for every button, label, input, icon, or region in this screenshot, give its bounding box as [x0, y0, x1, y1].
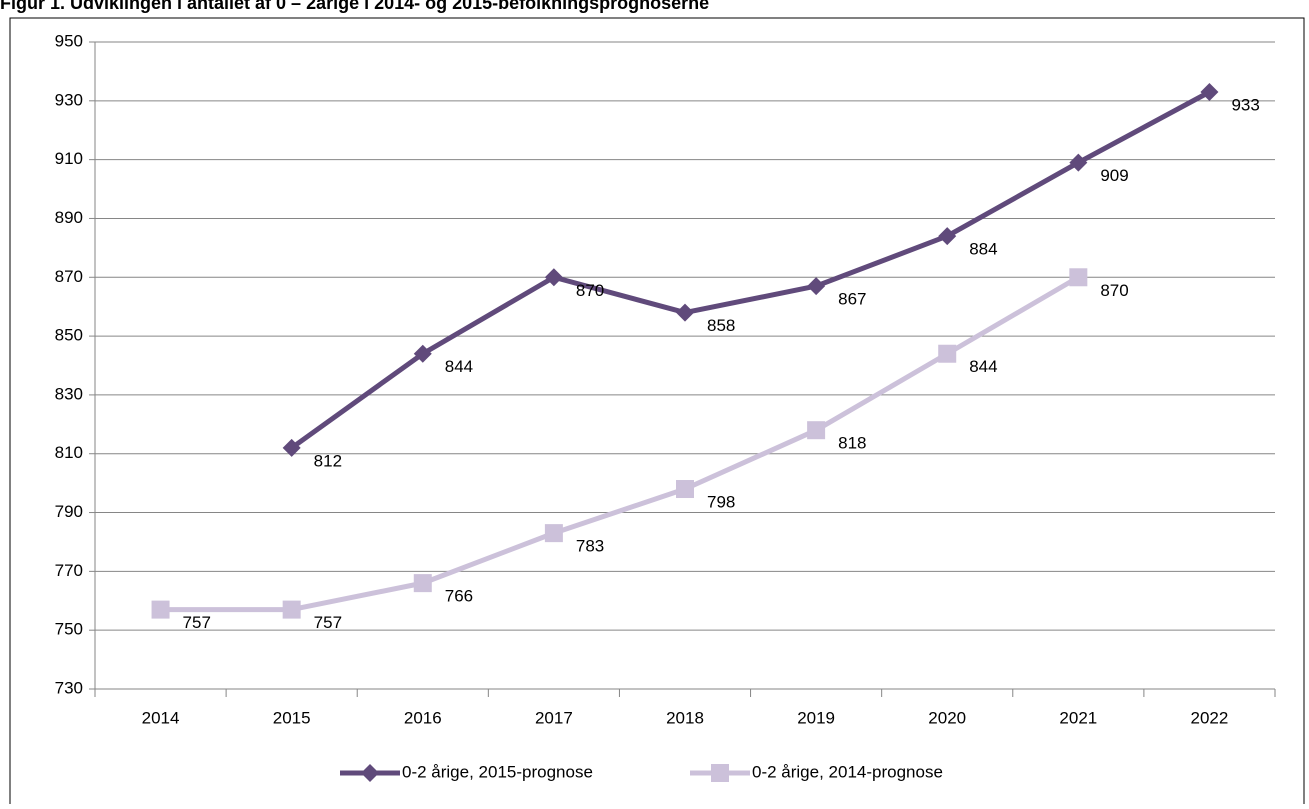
y-tick-label: 950 — [55, 31, 83, 50]
data-label: 798 — [707, 493, 735, 512]
data-label: 870 — [576, 281, 604, 300]
legend-label: 0-2 årige, 2014-prognose — [752, 762, 943, 781]
series-line — [290, 89, 1211, 450]
y-tick-label: 790 — [55, 502, 83, 521]
data-point — [938, 227, 957, 246]
data-label: 909 — [1100, 166, 1128, 185]
data-point — [938, 344, 957, 363]
data-label: 884 — [969, 240, 997, 259]
data-label: 812 — [314, 451, 342, 470]
legend-label: 0-2 årige, 2015-prognose — [402, 762, 593, 781]
x-tick-label: 2021 — [1059, 708, 1097, 727]
x-tick-label: 2019 — [797, 708, 835, 727]
x-tick-label: 2016 — [404, 708, 442, 727]
data-point — [544, 524, 563, 543]
y-tick-label: 810 — [55, 443, 83, 462]
x-tick-label: 2022 — [1191, 708, 1229, 727]
y-tick-label: 750 — [55, 620, 83, 639]
x-tick-label: 2020 — [928, 708, 966, 727]
data-point — [676, 303, 694, 322]
data-point — [807, 421, 826, 440]
data-label: 933 — [1231, 95, 1259, 114]
legend-marker — [361, 764, 379, 782]
data-point — [151, 600, 170, 619]
data-point — [676, 480, 694, 499]
data-point — [544, 268, 563, 287]
x-tick-label: 2018 — [666, 708, 704, 727]
x-tick-label: 2014 — [142, 708, 180, 727]
data-point — [1200, 82, 1219, 101]
y-tick-label: 910 — [55, 149, 83, 168]
data-label: 858 — [707, 316, 735, 335]
data-point — [282, 600, 301, 619]
data-label: 783 — [576, 537, 604, 556]
data-label: 844 — [445, 357, 473, 376]
legend-marker — [711, 764, 729, 782]
series-line — [160, 275, 1080, 613]
data-point — [807, 277, 826, 296]
y-tick-label: 890 — [55, 208, 83, 227]
y-tick-label: 850 — [55, 326, 83, 345]
y-tick-label: 870 — [55, 267, 83, 286]
y-tick-label: 730 — [55, 678, 83, 697]
data-point — [1069, 268, 1088, 287]
y-tick-label: 770 — [55, 561, 83, 580]
chart-title: Figur 1. Udviklingen i antallet af 0 – 2… — [0, 0, 709, 13]
data-label: 870 — [1100, 281, 1128, 300]
data-point — [282, 438, 301, 457]
data-label: 844 — [969, 357, 997, 376]
data-label: 867 — [838, 290, 866, 309]
x-tick-label: 2015 — [273, 708, 311, 727]
data-label: 818 — [838, 434, 866, 453]
data-point — [1069, 153, 1088, 172]
data-label: 757 — [183, 613, 211, 632]
chart-border — [9, 17, 1305, 809]
y-tick-label: 930 — [55, 90, 83, 109]
data-point — [413, 574, 432, 593]
y-tick-label: 830 — [55, 384, 83, 403]
data-point — [413, 344, 432, 363]
data-label: 757 — [314, 613, 342, 632]
x-tick-label: 2017 — [535, 708, 573, 727]
data-label: 766 — [445, 587, 473, 606]
